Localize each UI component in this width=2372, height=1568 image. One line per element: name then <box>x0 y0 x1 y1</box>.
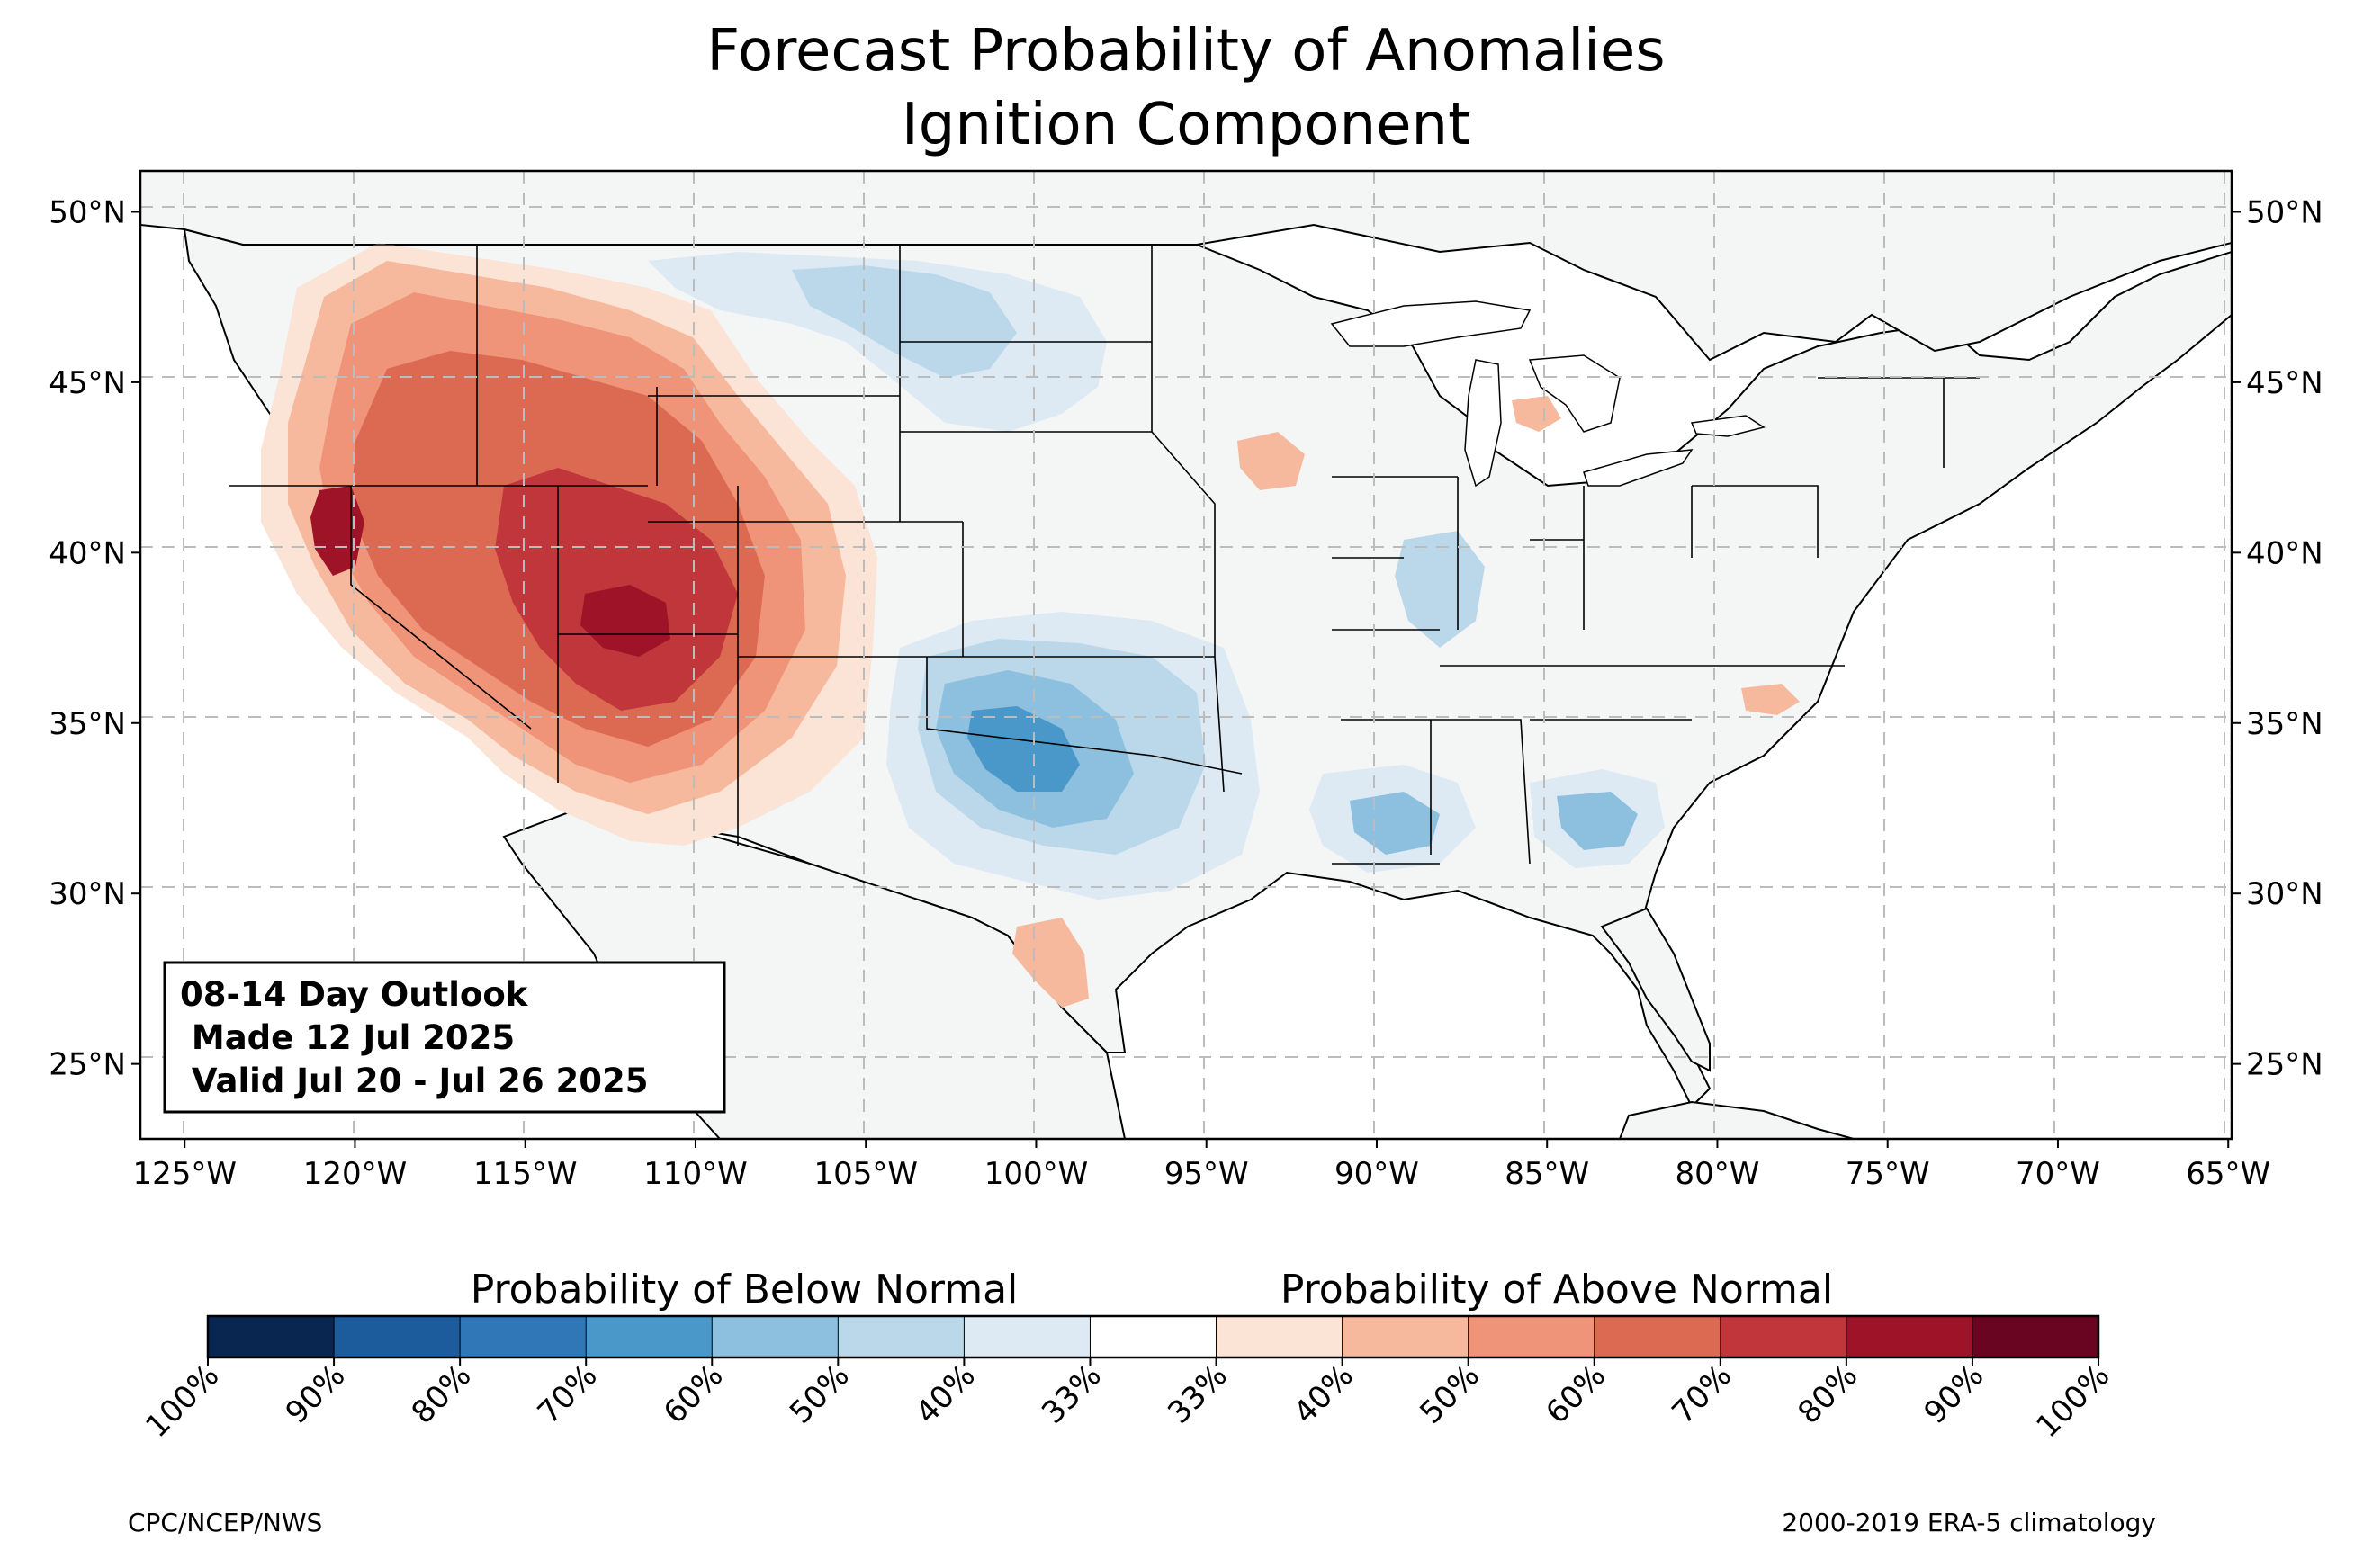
colorbar-cells <box>208 1316 2099 1357</box>
above-small-texas <box>1012 918 1089 1008</box>
map-frame <box>139 169 2233 1141</box>
colorbar-cell <box>1972 1316 2099 1357</box>
lat-label-right: 30°N <box>2246 876 2323 912</box>
colorbar-tick-label: 90% <box>279 1357 353 1431</box>
below-normal-shading <box>648 252 1665 900</box>
outlook-title: 08-14 Day Outlook <box>180 975 529 1014</box>
colorbar-cell <box>1720 1316 1847 1357</box>
colorbar-cell <box>964 1316 1091 1357</box>
lat-label-left: 35°N <box>49 706 126 742</box>
lake-erie <box>1583 449 1694 487</box>
colorbar-tick-labels: 100% 90% 80% 70% 60% 50% 40% 33% 33% 40% 50% 60% 70%… <box>139 1357 2116 1445</box>
colorbar-cell <box>586 1316 713 1357</box>
longitude-labels-bottom: 125°W 120°W 115°W 110°W 105°W 100°W 95°W 90°W 85… <box>132 1139 2270 1192</box>
lat-label-right: 50°N <box>2246 194 2323 230</box>
title-line-2: Ignition Component <box>902 92 1470 158</box>
lon-label: 95°W <box>1164 1156 1249 1192</box>
lon-label: 110°W <box>643 1156 748 1192</box>
colorbar-cell <box>1216 1316 1343 1357</box>
lon-label: 100°W <box>984 1156 1089 1192</box>
lat-label-right: 35°N <box>2246 706 2323 742</box>
lat-label-left: 30°N <box>49 876 126 912</box>
below-70-south <box>967 706 1080 792</box>
colorbar-cell <box>1090 1316 1217 1357</box>
title-line-1: Forecast Probability of Anomalies <box>706 18 1665 85</box>
lake-ontario <box>1690 415 1766 437</box>
colorbar-cell <box>208 1316 335 1357</box>
lat-label-right: 40°N <box>2246 535 2323 571</box>
colorbar-tick-label: 60% <box>657 1357 731 1431</box>
above-small-iowa <box>1237 432 1305 490</box>
outlook-info-box: 08-14 Day Outlook Made 12 Jul 2025 Valid… <box>163 961 726 1114</box>
latitude-labels-right: 50°N 45°N 40°N 35°N 30°N 25°N <box>2232 194 2323 1083</box>
colorbar-cell <box>1594 1316 1721 1357</box>
colorbar-tick-label: 33% <box>1035 1357 1109 1431</box>
colorbar-tick-label: 80% <box>1792 1357 1865 1431</box>
map-panel: 50°N 45°N 40°N 35°N 30°N 25°N 50°N 45°N 40°N 35°… <box>49 169 2323 1192</box>
lake-superior <box>1330 300 1532 347</box>
colorbar-cell <box>712 1316 839 1357</box>
below-40-ohio-valley <box>1395 531 1485 648</box>
lon-label: 90°W <box>1334 1156 1419 1192</box>
lat-label-right: 25°N <box>2246 1047 2323 1083</box>
above-90-region-az <box>580 585 670 657</box>
lon-label: 65°W <box>2186 1156 2270 1192</box>
colorbar-tick-label: 100% <box>2029 1357 2116 1445</box>
lake-michigan <box>1464 359 1502 488</box>
colorbar-tick-label: 50% <box>1413 1357 1487 1431</box>
colorbar-below-label: Probability of Below Normal <box>471 1267 1019 1313</box>
outlook-made-date: Made 12 Jul 2025 <box>180 1018 515 1057</box>
footer-source: CPC/NCEP/NWS <box>128 1508 322 1537</box>
colorbar: Probability of Below Normal Probability … <box>139 1267 2116 1445</box>
lat-label-left: 50°N <box>49 194 126 230</box>
colorbar-tick-label: 40% <box>1287 1357 1361 1431</box>
lon-label: 85°W <box>1505 1156 1589 1192</box>
outlook-box-frame <box>163 961 726 1114</box>
lat-label-left: 45°N <box>49 365 126 401</box>
colorbar-frame <box>206 1314 2100 1359</box>
below-50-gulf <box>1350 792 1440 855</box>
lon-label: 120°W <box>303 1156 408 1192</box>
colorbar-tick-label: 60% <box>1539 1357 1613 1431</box>
colorbar-tick-label: 90% <box>1918 1357 1991 1431</box>
colorbar-cell <box>1342 1316 1469 1357</box>
colorbar-cell <box>460 1316 587 1357</box>
colorbar-tick-label: 70% <box>531 1357 605 1431</box>
state-borders <box>229 244 1980 865</box>
below-50-southeast <box>1557 792 1638 850</box>
florida-peninsula <box>1600 907 1711 1072</box>
lon-label: 115°W <box>473 1156 578 1192</box>
lon-label: 75°W <box>1846 1156 1930 1192</box>
cuba-land <box>1618 1100 1855 1139</box>
lon-label: 125°W <box>132 1156 237 1192</box>
colorbar-above-label: Probability of Above Normal <box>1280 1267 1833 1313</box>
above-small-michigan <box>1512 396 1561 432</box>
above-small-nc <box>1741 684 1800 715</box>
outlook-valid-range: Valid Jul 20 - Jul 26 2025 <box>180 1062 649 1100</box>
below-50-north <box>792 265 1017 378</box>
lon-label: 70°W <box>2016 1156 2100 1192</box>
colorbar-tick-label: 70% <box>1665 1357 1739 1431</box>
colorbar-tick-label: 50% <box>783 1357 857 1431</box>
lat-label-left: 40°N <box>49 535 126 571</box>
lat-label-left: 25°N <box>49 1047 126 1083</box>
footer-climatology: 2000-2019 ERA-5 climatology <box>1782 1508 2156 1537</box>
colorbar-tick-label: 100% <box>139 1357 226 1445</box>
lon-label: 80°W <box>1676 1156 1760 1192</box>
lat-label-right: 45°N <box>2246 365 2323 401</box>
colorbar-cell <box>1468 1316 1595 1357</box>
colorbar-tick-label: 80% <box>405 1357 479 1431</box>
lon-label: 105°W <box>813 1156 918 1192</box>
colorbar-cell <box>1846 1316 1973 1357</box>
colorbar-cell <box>838 1316 965 1357</box>
colorbar-cell <box>334 1316 461 1357</box>
colorbar-tick-label: 33% <box>1161 1357 1235 1431</box>
colorbar-tick-label: 40% <box>909 1357 983 1431</box>
latitude-labels-left: 50°N 45°N 40°N 35°N 30°N 25°N <box>49 194 140 1083</box>
